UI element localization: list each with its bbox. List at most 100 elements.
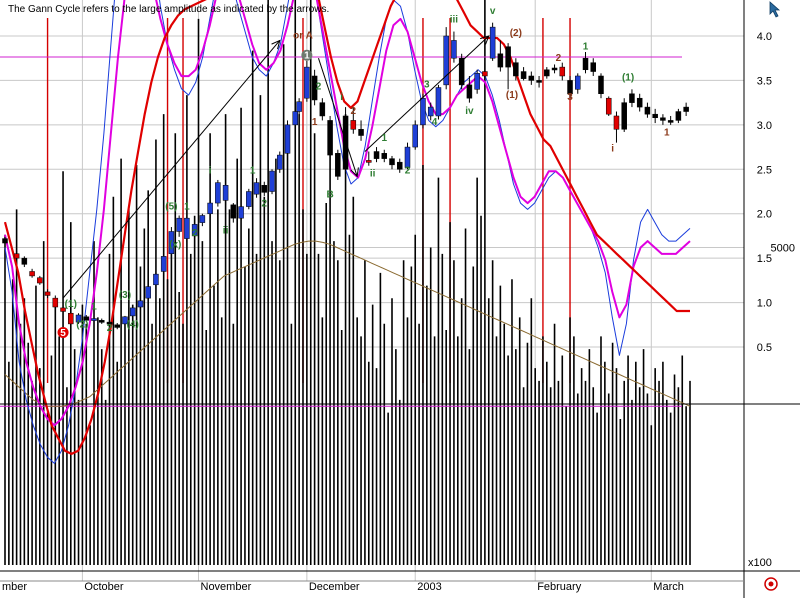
candle-body: [60, 307, 66, 312]
candle-body: [342, 115, 349, 170]
wave-label: 2: [556, 53, 562, 64]
price-tick-label: 4.0: [757, 31, 772, 43]
candle-body: [451, 40, 457, 59]
wave-label-circle: [57, 326, 69, 338]
candle-body: [373, 151, 380, 159]
wave-label: 4: [432, 117, 438, 128]
candle-body: [222, 185, 229, 201]
candle-body: [652, 113, 658, 118]
candle-body: [106, 321, 113, 325]
candle-body: [215, 182, 221, 204]
candle-body: [335, 153, 341, 177]
wave-label: 1: [312, 117, 318, 128]
wave-label: B: [326, 190, 333, 201]
candle-body: [412, 124, 418, 148]
wave-label: i: [340, 92, 343, 103]
wave-label-circle: [301, 49, 313, 61]
candle-body: [605, 97, 612, 115]
candle-body: [528, 75, 535, 81]
candle-body: [207, 202, 213, 214]
wave-label: iii: [450, 15, 459, 26]
wave-label: i: [209, 166, 212, 177]
candle-body: [482, 71, 488, 77]
x-tick-label: November: [201, 581, 252, 593]
x-tick-label: 2003: [417, 581, 441, 593]
candle-body: [420, 97, 426, 126]
candle-body: [536, 80, 542, 83]
candle-body: [435, 87, 442, 117]
candle-body: [458, 57, 465, 86]
cycle-arrow: [62, 40, 281, 299]
candle-body: [68, 312, 74, 325]
volume-bands: [0, 56, 682, 407]
candle-body: [644, 106, 651, 115]
candle-body: [99, 320, 105, 323]
candle-body: [153, 273, 159, 286]
candle-body: [122, 316, 128, 325]
wave-label: 2: [351, 106, 357, 117]
candle-body: [2, 238, 8, 244]
wave-label: (5): [165, 201, 177, 212]
candle-body: [29, 271, 35, 277]
wave-label: 1: [304, 51, 310, 62]
wave-label: 2: [192, 228, 198, 239]
candle-body: [37, 277, 43, 284]
wave-label: (2): [76, 319, 88, 330]
wave-label: iv: [465, 106, 474, 117]
wave-label: 1: [184, 201, 190, 212]
wave-label: v: [490, 6, 496, 17]
candle-body: [284, 124, 291, 154]
wave-label: or A: [293, 31, 313, 42]
candle-body: [575, 75, 581, 90]
brown-moving-average: [4, 240, 691, 407]
candle-body: [21, 257, 28, 265]
candle-body: [350, 120, 357, 130]
candle-body: [366, 160, 372, 163]
candle-body: [598, 75, 604, 95]
x-tick-label: October: [84, 581, 123, 593]
candle-body: [621, 102, 627, 130]
price-tick-label: 1.0: [757, 298, 772, 310]
price-y-axis: 4.0 3.5 3.0 2.5 2.0 1.5 1.0 0.5: [757, 31, 772, 354]
volume-unit-label: x100: [748, 557, 772, 569]
candle-body: [253, 182, 260, 195]
candle-body: [52, 297, 59, 308]
x-axis: mber October November December 2003 February M…: [2, 581, 684, 593]
candle-body: [246, 191, 252, 207]
candle-body: [513, 62, 519, 77]
wave-label: 1: [664, 128, 670, 139]
price-tick-label: 1.5: [757, 253, 772, 265]
price-tick-label: 0.5: [757, 342, 772, 354]
candle-body: [381, 153, 388, 159]
candle-body: [660, 117, 666, 121]
candle-body: [83, 316, 90, 321]
candle-body: [505, 46, 511, 68]
candle-body: [636, 97, 643, 108]
wave-label: 2: [405, 166, 411, 177]
wave-label: 1: [381, 133, 387, 144]
cycle-arrow-head: [350, 167, 359, 178]
volume-tick-label: 5000: [771, 243, 795, 255]
cursor-icon: [769, 1, 781, 18]
wave-label: (x): [169, 239, 181, 250]
wave-label: (1): [506, 90, 518, 101]
candle-body: [675, 111, 682, 121]
price-tick-label: 2.0: [757, 209, 772, 221]
candle-body: [311, 75, 318, 101]
wave-label: 2: [107, 323, 113, 334]
candle-body: [567, 80, 573, 95]
candle-body: [277, 154, 283, 170]
candle-body: [13, 253, 20, 259]
price-tick-label: 3.5: [757, 75, 772, 87]
candle-body: [44, 291, 51, 296]
volume-bars: [4, 0, 691, 565]
candle-body: [629, 93, 635, 103]
candle-body: [269, 170, 275, 192]
candle-body: [191, 224, 198, 237]
candle-body: [129, 307, 136, 317]
volume-y-axis: 100005000: [771, 243, 795, 255]
candle-body: [520, 71, 527, 79]
